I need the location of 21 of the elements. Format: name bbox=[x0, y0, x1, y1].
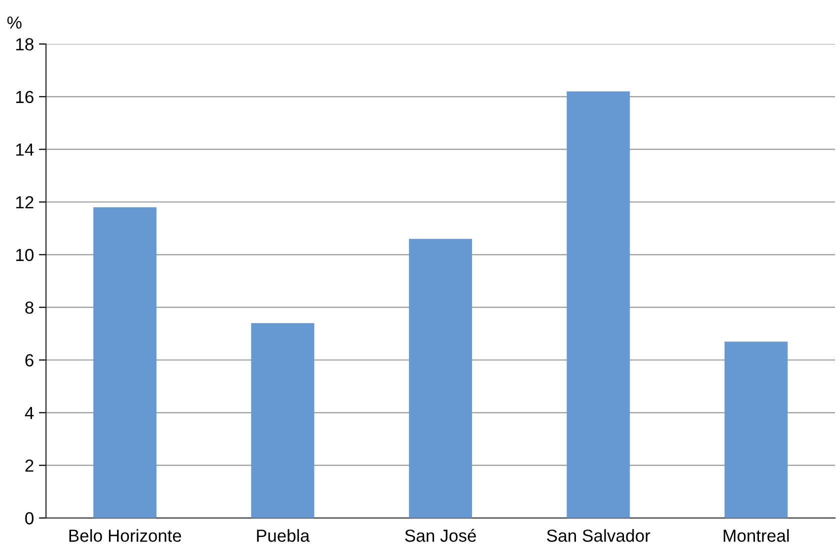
x-tick-label: Belo Horizonte bbox=[69, 529, 182, 542]
bar bbox=[724, 342, 788, 518]
y-tick-label: 0 bbox=[25, 512, 34, 524]
bar bbox=[566, 91, 630, 518]
bar bbox=[408, 238, 472, 518]
x-tick-label: San Salvador bbox=[546, 529, 650, 542]
y-tick-label: 14 bbox=[16, 144, 34, 156]
y-tick-label: 2 bbox=[25, 460, 34, 472]
y-tick-label: 12 bbox=[16, 196, 34, 208]
x-tick-label: Puebla bbox=[257, 529, 310, 542]
x-tick-label: San José bbox=[405, 528, 476, 542]
y-tick-label: 16 bbox=[16, 90, 34, 104]
y-tick-label: 18 bbox=[16, 38, 34, 50]
bar bbox=[251, 323, 314, 518]
y-axis-title: % bbox=[7, 16, 22, 29]
y-tick-label: 8 bbox=[25, 302, 34, 314]
x-tick-label: Montreal bbox=[724, 529, 789, 542]
y-tick-label: 6 bbox=[25, 354, 34, 366]
y-tick-label: 4 bbox=[24, 407, 34, 419]
bar bbox=[93, 207, 156, 518]
y-tick-label: 10 bbox=[16, 248, 34, 262]
